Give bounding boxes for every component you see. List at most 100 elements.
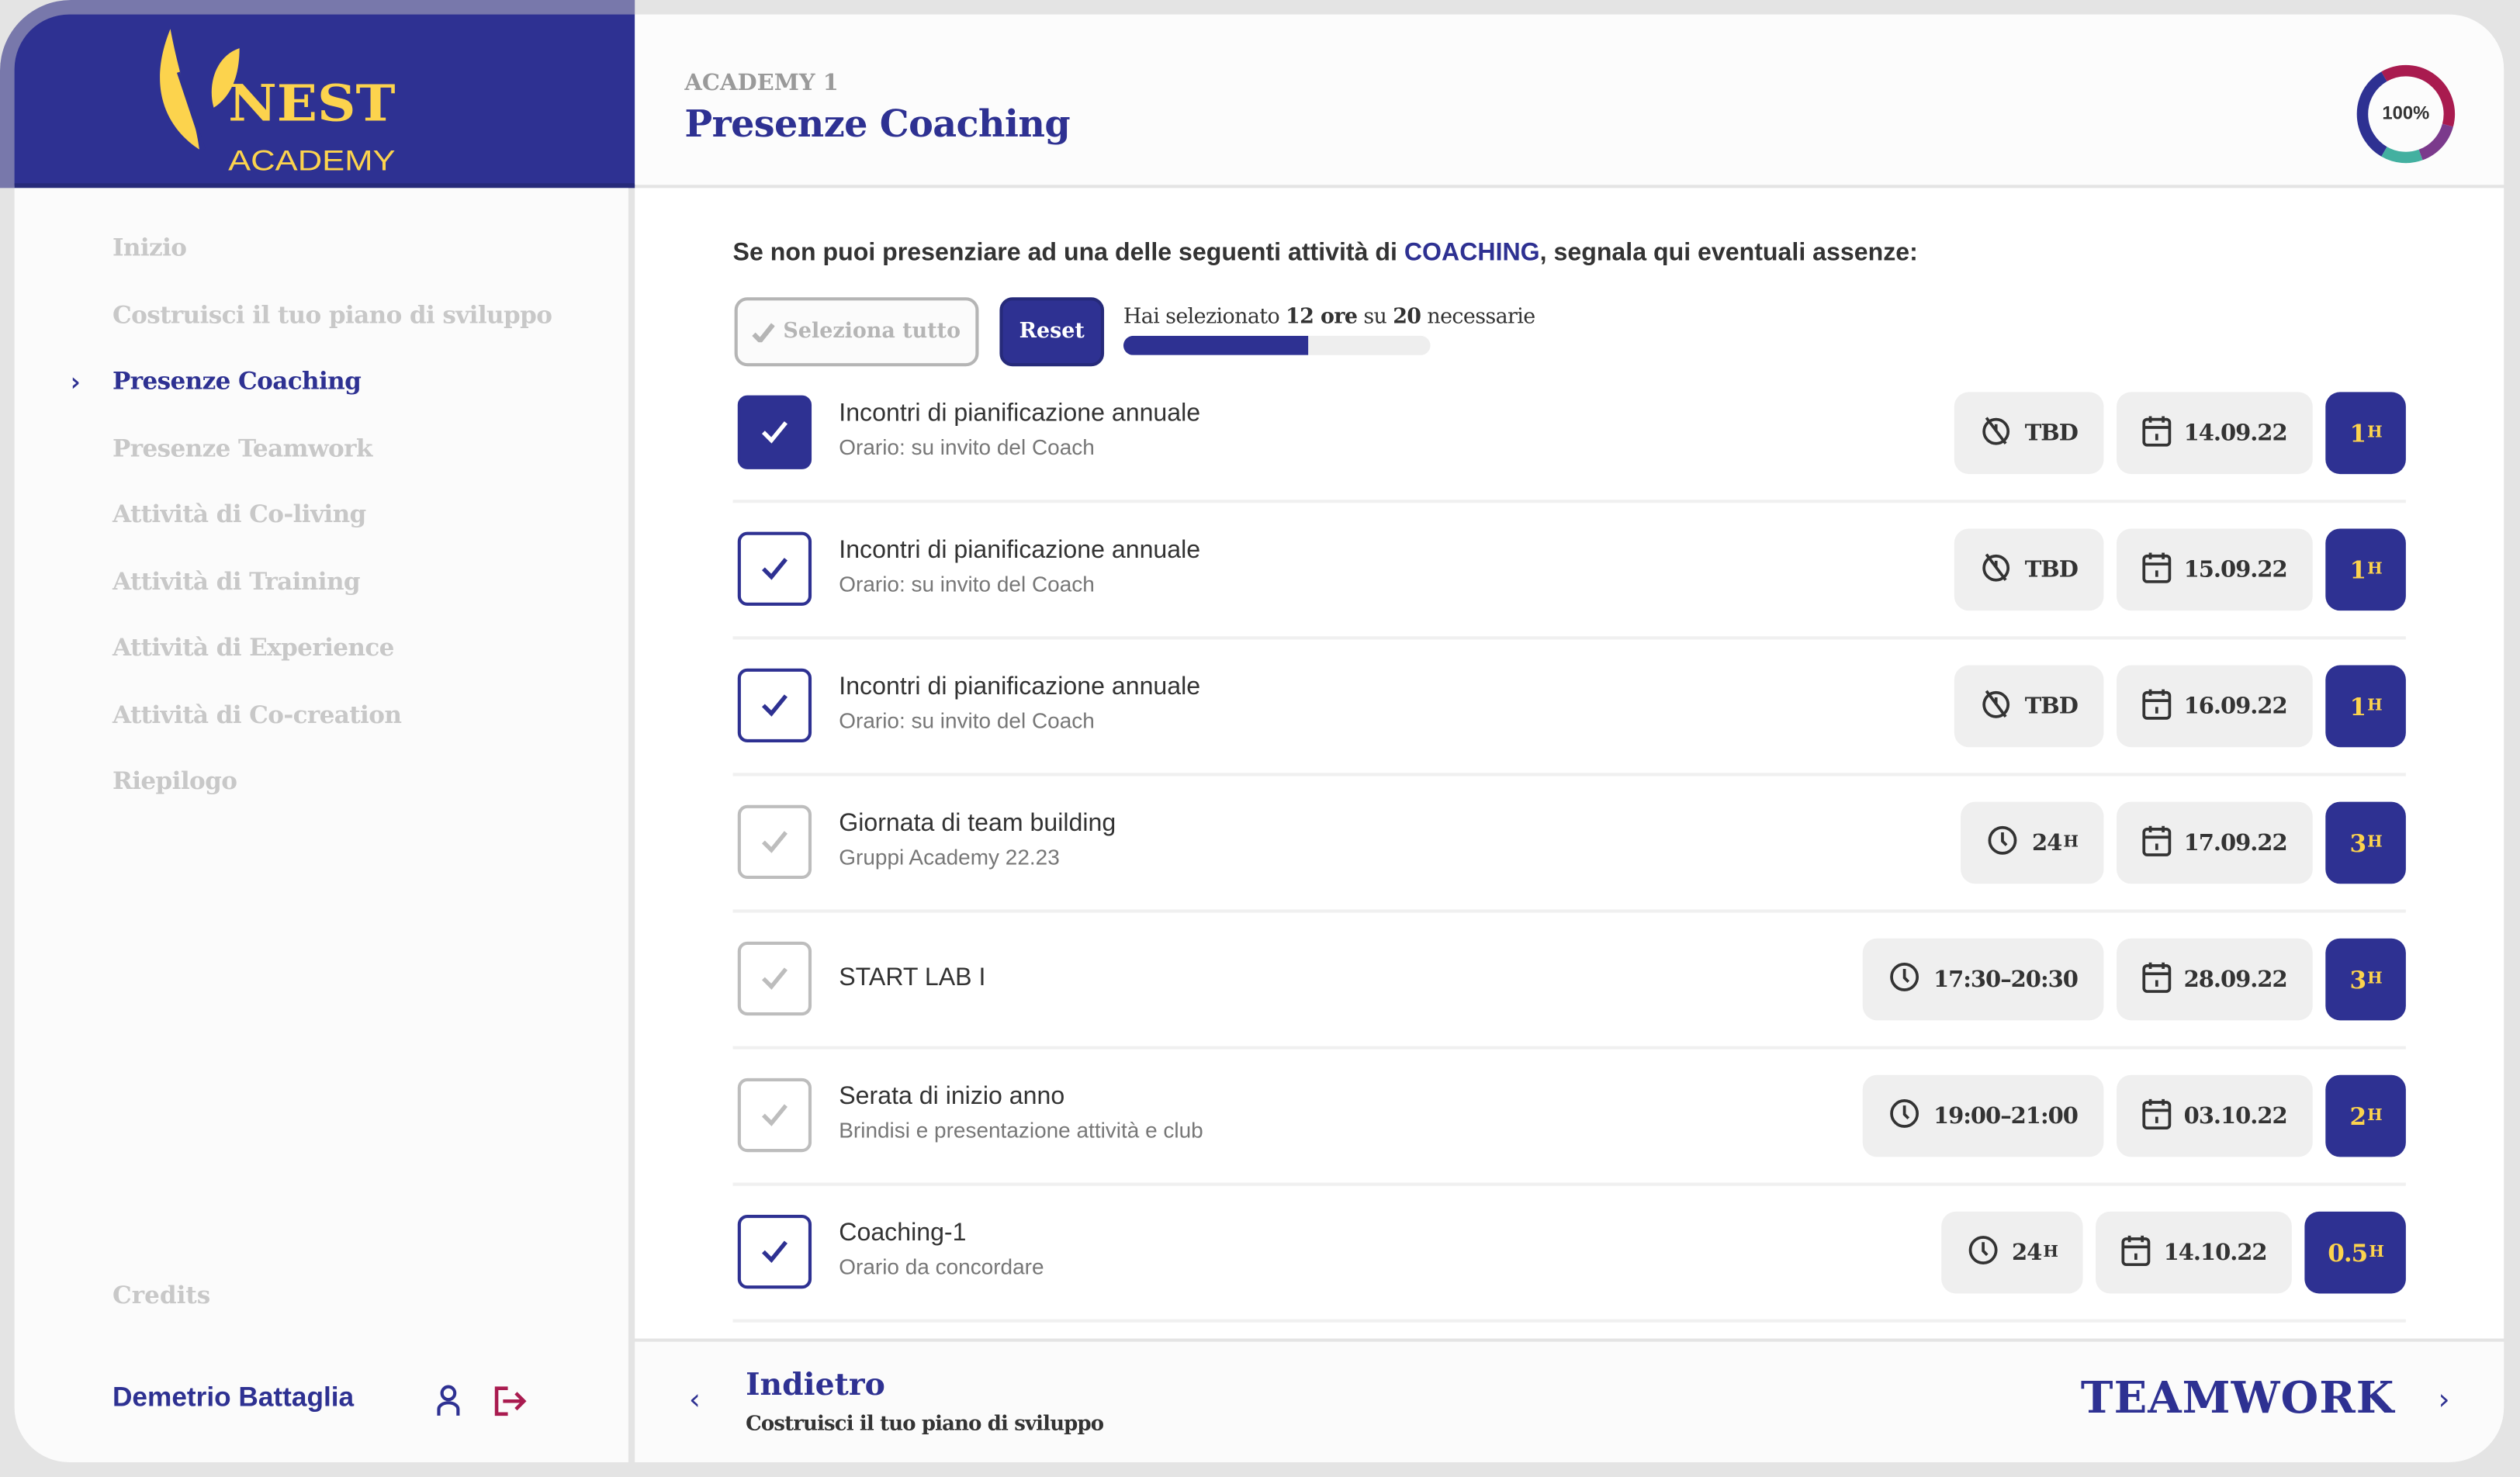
calendar-icon — [2141, 687, 2171, 726]
back-button[interactable]: Indietro — [746, 1367, 885, 1403]
sidebar-item-label: Attività di Co-living — [112, 500, 366, 529]
user-icon[interactable] — [435, 1385, 461, 1417]
date-badge: 03.10.22 — [2116, 1074, 2313, 1157]
activity-list[interactable]: Incontri di pianificazione annuale Orari… — [732, 366, 2406, 1338]
time-unit: H — [2043, 1244, 2058, 1262]
hours-badge: 0.5 H — [2305, 1211, 2406, 1294]
hours-value: 1 — [2349, 691, 2366, 721]
date-value: 16.09.22 — [2183, 693, 2288, 719]
check-icon — [762, 421, 788, 444]
sidebar-item-label: Costruisci il tuo piano di sviluppo — [112, 299, 552, 329]
date-value: 14.09.22 — [2183, 420, 2288, 446]
user-name: Demetrio Battaglia — [112, 1382, 355, 1413]
clock-off-icon — [1980, 687, 2012, 726]
date-value: 14.10.22 — [2163, 1240, 2268, 1266]
time-badge: 24 H — [1961, 801, 2104, 884]
hours-progress-bar — [1123, 335, 1431, 355]
clock-icon — [1888, 1097, 1920, 1136]
activity-row: Coaching-1 Orario da concordare 24 H 14.1… — [732, 1186, 2406, 1323]
calendar-icon — [2141, 824, 2171, 863]
activity-title: START LAB I — [839, 963, 986, 992]
check-icon — [762, 831, 788, 853]
activity-title: Serata di inizio anno — [839, 1083, 1065, 1111]
date-badge: 15.09.22 — [2116, 528, 2313, 611]
select-all-button[interactable]: Seleziona tutto — [734, 297, 979, 367]
check-icon — [762, 1240, 788, 1263]
time-value: 24 — [2011, 1240, 2042, 1266]
chevron-right-icon[interactable]: › — [2435, 1383, 2452, 1417]
activity-checkbox[interactable] — [737, 668, 812, 742]
completion-ring: 100% — [2355, 63, 2458, 166]
activity-title: Incontri di pianificazione annuale — [839, 536, 1201, 565]
hours-unit: H — [2367, 697, 2383, 715]
check-icon — [753, 322, 776, 342]
activity-checkbox[interactable] — [737, 531, 812, 606]
sidebar-item-presenze-coaching[interactable]: › Presenze Coaching — [68, 366, 362, 396]
ring-segment — [2356, 71, 2387, 157]
sidebar-item-inizio[interactable]: Inizio — [112, 233, 187, 262]
hours-value: 1 — [2349, 418, 2366, 448]
check-icon — [762, 694, 788, 717]
ring-segment — [2381, 147, 2423, 164]
ring-segment — [2418, 123, 2453, 161]
sidebar-nav: Inizio Costruisci il tuo piano di svilupp… — [14, 188, 628, 1462]
sidebar-item-label: Inizio — [112, 233, 187, 262]
sidebar-item-costruisci-il-tuo-piano-di-sviluppo[interactable]: Costruisci il tuo piano di sviluppo — [112, 299, 552, 328]
calendar-icon — [2121, 1233, 2151, 1272]
activity-checkbox[interactable] — [737, 804, 812, 880]
time-badge: 24 H — [1940, 1211, 2084, 1294]
credits-link[interactable]: Credits — [112, 1280, 211, 1310]
intro-text: Se non puoi presenziare ad una delle seg… — [732, 239, 1404, 267]
activity-subtitle: Orario: su invito del Coach — [839, 572, 1095, 597]
hours-value: 3 — [2349, 964, 2366, 994]
sidebar-item-attivit-di-co-creation[interactable]: Attività di Co-creation — [112, 700, 402, 728]
logo-text-nest: NEST — [228, 74, 396, 133]
sidebar-item-attivit-di-training[interactable]: Attività di Training — [112, 566, 361, 595]
calendar-icon — [2141, 550, 2171, 589]
select-all-label: Seleziona tutto — [783, 320, 961, 344]
next-button[interactable]: TEAMWORK — [2080, 1374, 2395, 1424]
check-icon — [762, 1104, 788, 1126]
time-value: TBD — [2024, 693, 2079, 719]
hours-unit: H — [2367, 834, 2383, 852]
date-badge: 14.09.22 — [2116, 392, 2313, 475]
activity-title: Incontri di pianificazione annuale — [839, 673, 1201, 701]
time-value: 19:00–21:00 — [1933, 1103, 2079, 1129]
sidebar-item-attivit-di-co-living[interactable]: Attività di Co-living — [112, 500, 366, 528]
completion-value: 100% — [2382, 104, 2430, 124]
date-badge: 16.09.22 — [2116, 665, 2313, 748]
page-title: Presenze Coaching — [684, 102, 1071, 147]
nest-academy-logo[interactable]: NEST ACADEMY — [159, 24, 416, 185]
date-badge: 17.09.22 — [2116, 801, 2313, 884]
time-value: TBD — [2024, 556, 2079, 583]
page-header: ACADEMY 1 Presenze Coaching 100% — [635, 14, 2504, 185]
logo-header: NEST ACADEMY — [0, 0, 635, 189]
intro-highlight: COACHING — [1404, 239, 1540, 267]
sidebar-item-label: Presenze Coaching — [112, 366, 362, 396]
date-value: 03.10.22 — [2183, 1103, 2288, 1129]
activity-checkbox[interactable] — [737, 395, 812, 469]
sidebar-item-presenze-teamwork[interactable]: Presenze Teamwork — [112, 433, 372, 462]
reset-button[interactable]: Reset — [999, 297, 1105, 367]
time-badge: TBD — [1954, 392, 2104, 475]
instructions: Se non puoi presenziare ad una delle seg… — [733, 240, 1918, 268]
progress-fill — [1123, 335, 1308, 355]
activities-panel: Se non puoi presenziare ad una delle seg… — [635, 188, 2504, 1339]
logout-icon[interactable] — [493, 1385, 529, 1417]
sidebar-item-attivit-di-experience[interactable]: Attività di Experience — [112, 633, 394, 662]
activity-checkbox[interactable] — [737, 1214, 812, 1289]
activity-checkbox[interactable] — [737, 1077, 812, 1153]
date-value: 17.09.22 — [2183, 829, 2288, 856]
time-value: TBD — [2024, 420, 2079, 446]
date-value: 15.09.22 — [2183, 556, 2288, 583]
chevron-left-icon[interactable]: ‹ — [686, 1383, 704, 1417]
activity-checkbox[interactable] — [737, 941, 812, 1016]
hours-value: 3 — [2349, 828, 2366, 858]
hours-value: 0.5 — [2328, 1238, 2368, 1268]
clock-icon — [1888, 960, 1920, 999]
sidebar-item-riepilogo[interactable]: Riepilogo — [112, 766, 237, 795]
